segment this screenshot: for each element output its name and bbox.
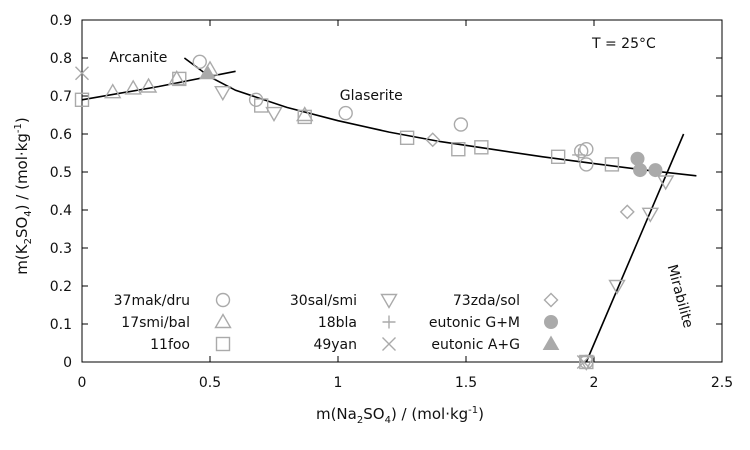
series-73zda-sol	[425, 132, 635, 220]
data-point	[579, 354, 594, 370]
y-tick-label: 0.7	[50, 89, 72, 105]
legend-marker	[542, 335, 560, 350]
data-point	[572, 148, 586, 162]
legend-label: 37mak/dru	[114, 293, 190, 309]
y-tick-label: 0.5	[50, 165, 72, 181]
y-tick-label: 0.8	[50, 51, 72, 67]
legend-label: 18bla	[318, 315, 357, 331]
data-point	[648, 163, 663, 178]
legend-marker	[543, 292, 559, 308]
data-point	[124, 79, 142, 95]
data-point	[604, 157, 620, 172]
x-tick-label: 2.5	[711, 375, 733, 391]
data-point	[619, 204, 635, 220]
annotation-arcanite: Arcanite	[109, 50, 167, 66]
legend-label: 11foo	[150, 337, 190, 353]
plot-area: 0 0.5 1 1.5 2 2.5 0 0.1 0.2 0.3 0.4 0.5 0.6 0.7 0.8 0.9	[50, 13, 733, 391]
data-point	[399, 130, 415, 146]
legend-marker	[215, 292, 231, 308]
y-tick-label: 0.1	[50, 317, 72, 333]
x-tick-label: 1.5	[455, 375, 477, 391]
y-tick-label: 0.3	[50, 241, 72, 257]
legend-label: 49yan	[313, 337, 357, 353]
data-point	[451, 141, 466, 157]
data-point	[576, 355, 591, 369]
plot-frame	[81, 19, 723, 363]
y-tick-label: 0	[63, 355, 72, 371]
legend-marker	[215, 336, 231, 352]
legend-marker	[382, 337, 396, 351]
data-point	[296, 106, 314, 122]
legend-label: 73zda/sol	[453, 293, 520, 309]
data-point	[425, 132, 441, 148]
legend-label: eutonic A+G	[431, 337, 520, 353]
data-point	[579, 157, 594, 172]
data-point	[550, 149, 566, 165]
phase-annotations: Arcanite Glaserite Mirabilite	[109, 50, 696, 330]
y-tick-label: 0.6	[50, 127, 72, 143]
x-tick-label: 0.5	[199, 375, 221, 391]
y-tick-label: 0.4	[50, 203, 72, 219]
data-point	[253, 98, 269, 113]
legend-label: eutonic G+M	[429, 315, 520, 331]
series-18bla	[572, 148, 586, 162]
legend-marker	[214, 313, 232, 329]
data-point	[139, 77, 158, 93]
series-eutonic-a-g	[199, 64, 216, 80]
y-axis-label: m(K2SO4) / (mol·kg-1)	[13, 117, 34, 274]
data-point	[338, 105, 353, 121]
curve-glaserite	[183, 57, 697, 177]
x-tick-label: 1	[334, 375, 343, 391]
data-point	[579, 141, 594, 157]
series-11foo	[74, 71, 620, 370]
data-point	[608, 279, 626, 295]
data-point	[297, 109, 312, 125]
data-point	[248, 92, 264, 108]
series-49yan	[75, 66, 591, 369]
data-point	[104, 83, 122, 99]
data-point	[192, 54, 207, 69]
x-axis-label: m(Na2SO4) / (mol·kg-1)	[316, 405, 484, 426]
data-point	[474, 140, 489, 155]
legend-marker	[382, 315, 396, 329]
legend: 37mak/dru 17smi/bal 11foo 30sal/smi 18bla 49y…	[114, 292, 560, 353]
data-point	[265, 106, 283, 123]
x-tick-label: 2	[590, 375, 599, 391]
y-tick-label: 0.2	[50, 279, 72, 295]
series-eutonic-g-m	[630, 151, 663, 178]
data-point	[214, 85, 232, 102]
data-point	[74, 92, 90, 108]
data-point	[641, 207, 660, 223]
annotation-mirabilite: Mirabilite	[664, 263, 696, 330]
data-point	[453, 117, 469, 132]
legend-label: 17smi/bal	[121, 315, 190, 331]
data-point	[172, 71, 187, 87]
series-30sal-smi	[214, 85, 675, 371]
annotation-glaserite: Glaserite	[340, 88, 403, 104]
curve-mirabilite	[585, 133, 685, 363]
data-point	[199, 64, 216, 80]
legend-label: 30sal/smi	[290, 293, 357, 309]
data-point	[633, 163, 648, 178]
legend-marker	[380, 293, 398, 309]
y-tick-label: 0.9	[50, 13, 72, 29]
data-markers	[74, 54, 675, 371]
data-point	[630, 151, 645, 166]
data-point	[656, 175, 675, 191]
data-point	[75, 66, 89, 81]
legend-marker	[544, 315, 558, 329]
temperature-label: T = 25°C	[591, 36, 656, 52]
x-tick-label: 0	[78, 375, 87, 391]
